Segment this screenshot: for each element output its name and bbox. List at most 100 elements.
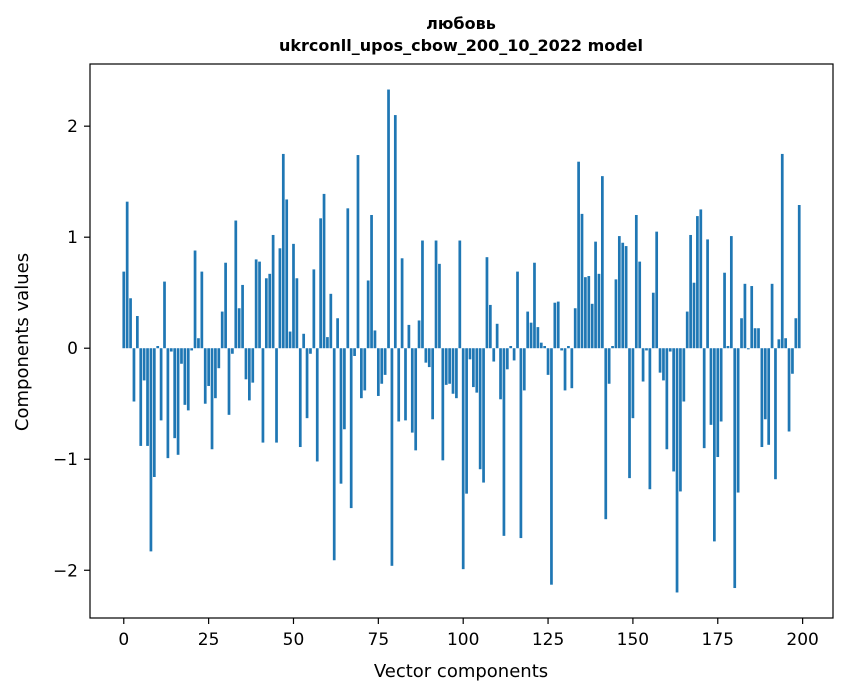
bar-122 [536,327,540,349]
bar-143 [607,348,611,384]
bar-66 [346,208,350,349]
bar-86 [414,348,418,451]
bar-176 [719,348,723,422]
bar-110 [495,323,499,349]
bar-184 [746,348,750,350]
bar-52 [298,348,302,448]
bar-193 [777,339,781,349]
bar-179 [729,236,733,349]
bar-165 [682,348,686,402]
bar-39 [254,259,258,349]
bar-175 [716,348,720,458]
bar-15 [173,348,177,439]
bar-35 [241,284,244,349]
y-tick-label: −2 [53,561,78,581]
bar-106 [482,348,485,483]
bar-91 [431,348,435,420]
bar-146 [617,236,621,349]
bar-132 [570,348,574,389]
bar-74 [373,330,377,349]
bar-94 [441,348,445,461]
x-tick-label: 75 [368,630,390,650]
y-tick-label: 2 [67,117,78,137]
bar-183 [743,283,747,349]
bar-43 [268,273,272,349]
bar-58 [319,218,322,349]
x-tick-label: 125 [532,630,564,650]
bar-197 [791,348,794,374]
bar-44 [271,234,275,349]
bar-9 [152,348,156,478]
bar-141 [601,176,604,349]
bar-118 [522,348,526,391]
x-tick-label: 100 [447,630,479,650]
bar-13 [166,348,170,459]
bar-1 [125,201,129,349]
bar-134 [577,161,580,349]
bar-45 [275,348,278,443]
bar-92 [434,240,438,349]
bar-72 [366,280,370,349]
bar-22 [197,338,200,349]
bar-2 [129,298,132,349]
bar-17 [180,348,183,364]
bar-50 [292,243,295,349]
bar-21 [193,250,197,349]
bar-140 [597,273,601,349]
bar-89 [424,348,428,363]
bar-186 [753,328,757,349]
bar-178 [726,346,730,349]
bar-185 [750,286,754,349]
bar-131 [567,346,570,349]
bar-145 [614,279,618,349]
bar-102 [468,348,472,360]
bar-85 [410,348,414,433]
bar-130 [563,348,567,391]
bar-47 [281,153,285,349]
bar-38 [251,348,255,383]
bar-124 [543,346,547,349]
bar-97 [451,348,455,394]
bar-16 [176,348,180,455]
y-axis-label: Components values [12,253,33,431]
bar-40 [258,261,261,349]
bar-29 [220,311,224,349]
bar-182 [740,318,743,349]
bar-27 [214,348,217,399]
bar-171 [702,348,706,449]
bar-199 [797,205,801,349]
bar-151 [634,214,638,349]
bar-195 [784,338,788,349]
bar-83 [404,348,407,421]
bar-125 [546,348,550,375]
bar-24 [203,348,207,404]
bar-172 [706,239,709,349]
bar-155 [648,348,652,490]
bar-156 [651,292,655,349]
bar-113 [505,348,509,370]
bar-28 [217,348,221,369]
bar-77 [383,348,387,375]
bar-103 [472,348,475,388]
bar-128 [556,301,560,349]
bar-12 [163,281,166,349]
bar-25 [207,348,210,386]
x-axis-label: Vector components [374,661,548,682]
bar-87 [417,320,421,349]
bar-187 [757,328,760,349]
bar-23 [200,271,204,349]
bar-56 [312,269,316,349]
bar-63 [336,318,339,349]
x-tick-label: 25 [198,630,220,650]
bar-7 [146,348,149,446]
bar-62 [332,348,336,561]
bar-73 [370,214,373,349]
bar-41 [261,348,265,443]
bar-98 [455,348,458,399]
bar-188 [760,348,764,448]
bar-117 [519,348,523,539]
bar-158 [658,348,662,373]
bar-53 [302,333,306,349]
bar-180 [733,348,737,589]
